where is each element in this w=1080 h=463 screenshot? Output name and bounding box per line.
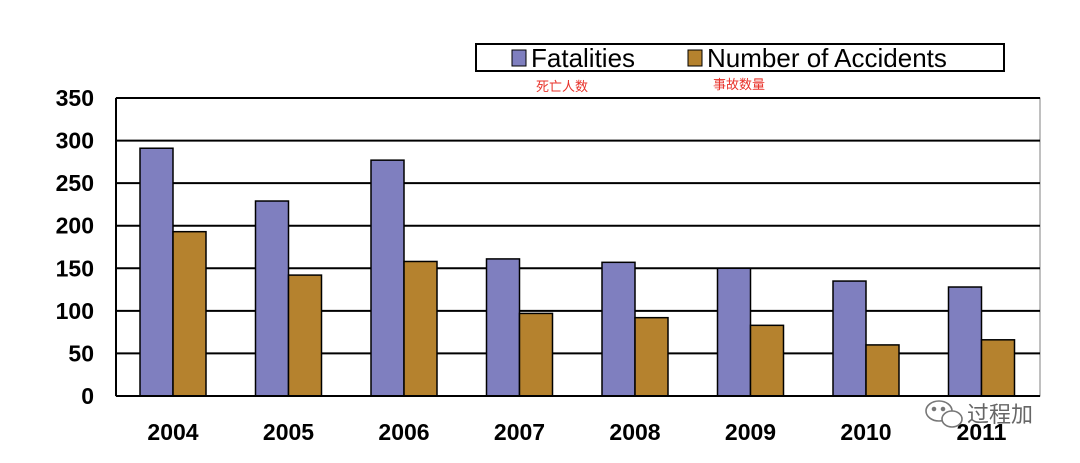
y-tick-label: 100 <box>56 298 94 324</box>
y-tick-label: 250 <box>56 170 94 196</box>
bar-fatalities <box>832 280 867 397</box>
x-tick-label: 2006 <box>378 419 429 445</box>
x-tick-label: 2004 <box>147 419 198 445</box>
x-tick-label: 2009 <box>725 419 776 445</box>
x-tick-label: 2007 <box>494 419 545 445</box>
bar-accidents <box>518 312 554 397</box>
annotation-fatalities-cn: 死亡人数 <box>536 80 588 95</box>
bar-fatalities <box>485 258 521 397</box>
bar-accidents <box>749 324 785 397</box>
bar-accidents <box>634 316 669 397</box>
bar-accidents <box>172 230 207 397</box>
y-tick-label: 50 <box>68 340 94 366</box>
y-tick-label: 350 <box>56 85 94 111</box>
legend-label-accidents: Number of Accidents <box>707 43 947 73</box>
wechat-icon <box>925 400 963 428</box>
legend-swatch-fatalities <box>511 49 527 67</box>
x-tick-label: 2008 <box>609 419 660 445</box>
y-axis-tick-labels: 0 50 100 150 200 250 300 350 <box>56 85 94 409</box>
bar-fatalities <box>370 159 405 397</box>
bar-accidents <box>980 339 1016 397</box>
x-tick-label: 2010 <box>840 419 891 445</box>
x-axis-tick-labels: 2004 2005 2006 2007 2008 2009 2010 2011 <box>147 419 1006 445</box>
bar-fatalities <box>254 200 290 397</box>
x-tick-label: 2005 <box>263 419 314 445</box>
bars <box>139 147 1016 397</box>
bar-fatalities <box>716 267 752 397</box>
bar-accidents <box>865 344 900 397</box>
legend: Fatalities Number of Accidents <box>475 43 1005 73</box>
y-tick-label: 200 <box>56 213 94 239</box>
watermark: 过程加 <box>925 400 1033 428</box>
legend-swatch-accidents <box>687 49 703 67</box>
watermark-text: 过程加 <box>967 403 1033 428</box>
y-tick-label: 0 <box>81 383 94 409</box>
bar-fatalities <box>139 147 174 397</box>
plot-area <box>115 97 1041 397</box>
y-tick-label: 300 <box>56 128 94 154</box>
x-tick-label: 2011 <box>957 419 1007 445</box>
bar-fatalities <box>947 286 983 397</box>
bar-accidents <box>403 260 438 397</box>
annotation-accidents-cn: 事故数量 <box>713 78 765 93</box>
y-tick-label: 150 <box>56 255 94 281</box>
legend-label-fatalities: Fatalities <box>531 43 635 73</box>
bar-accidents <box>287 274 323 397</box>
legend-box <box>475 43 1005 72</box>
bar-fatalities <box>601 261 636 397</box>
